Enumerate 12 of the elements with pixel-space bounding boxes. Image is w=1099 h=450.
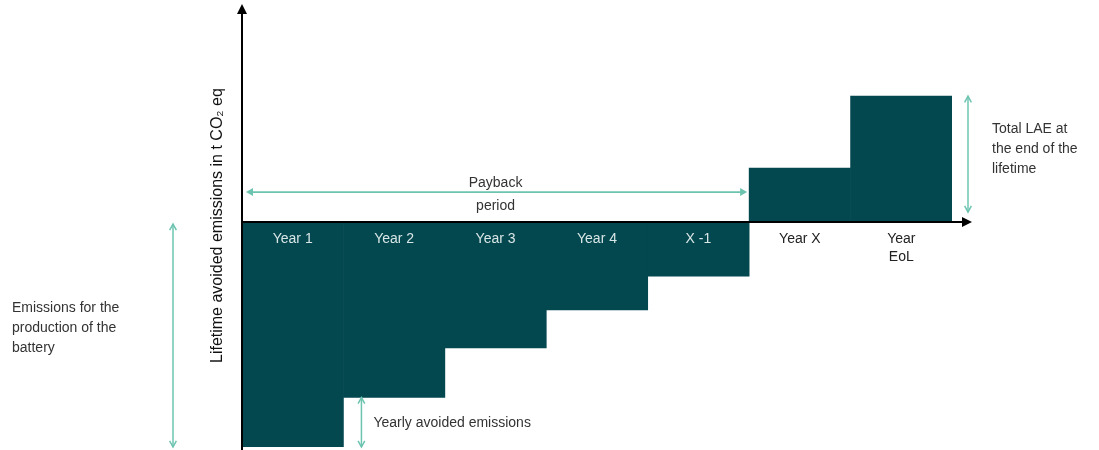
text: Total LAE at the end of the lifetime <box>992 119 1079 179</box>
x-tick-label: Year 4 <box>577 229 618 246</box>
x-tick-label: Year 2 <box>374 229 415 246</box>
text: Emissions for the production of the battery <box>12 297 121 357</box>
annotation: Yearly avoided emissions <box>373 413 532 433</box>
x-tick-label: Year 3 <box>475 229 516 246</box>
y-axis-title: Lifetime avoided emissions in t CO₂ eq <box>208 88 226 363</box>
x-tick-label: Year 1 <box>272 229 313 246</box>
x-tick-label: X -1 <box>685 229 712 246</box>
x-tick-label: Year X <box>779 229 822 246</box>
x-tick-label: Year EoL <box>887 229 916 264</box>
annotation: Payback period <box>467 173 524 216</box>
